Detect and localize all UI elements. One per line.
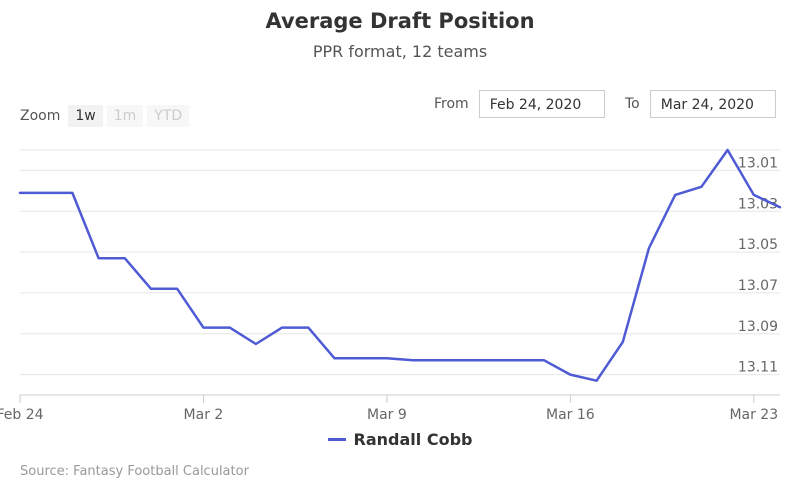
x-tick-label: Mar 16 bbox=[546, 407, 595, 423]
y-tick-label: 13.09 bbox=[738, 319, 778, 335]
date-range-to: To Mar 24, 2020 bbox=[625, 90, 776, 118]
to-label: To bbox=[625, 96, 640, 112]
from-date-input[interactable]: Feb 24, 2020 bbox=[478, 90, 605, 118]
zoom-1m-button[interactable]: 1m bbox=[106, 105, 144, 127]
chart-title: Average Draft Position bbox=[265, 9, 535, 33]
y-tick-label: 13.05 bbox=[738, 237, 778, 253]
chart-subtitle: PPR format, 12 teams bbox=[312, 42, 488, 61]
x-tick-label: Feb 24 bbox=[0, 407, 44, 423]
y-tick-label: 13.03 bbox=[738, 196, 778, 212]
from-label: From bbox=[434, 96, 469, 112]
y-tick-label: 13.11 bbox=[738, 360, 778, 376]
zoom-label: Zoom bbox=[20, 108, 61, 124]
date-range-from: From Feb 24, 2020 bbox=[434, 90, 605, 118]
y-tick-label: 13.07 bbox=[738, 278, 778, 294]
y-tick-label: 13.01 bbox=[738, 155, 778, 171]
to-date-input[interactable]: Mar 24, 2020 bbox=[649, 90, 776, 118]
x-tick-label: Mar 23 bbox=[729, 407, 778, 423]
x-tick-label: Mar 9 bbox=[367, 407, 407, 423]
series-line-randall-cobb bbox=[18, 148, 782, 382]
zoom-controls: Zoom 1w 1m YTD bbox=[20, 105, 193, 127]
x-axis: Feb 24 Mar 2 Mar 9 Mar 16 Mar 23 bbox=[0, 394, 780, 423]
y-axis: 13.01 13.03 13.05 13.07 13.09 13.11 bbox=[738, 155, 778, 375]
legend-label-randall-cobb[interactable]: Randall Cobb bbox=[353, 430, 473, 449]
grid-lines bbox=[20, 149, 780, 376]
zoom-ytd-button[interactable]: YTD bbox=[147, 105, 190, 127]
legend[interactable]: Randall Cobb bbox=[0, 430, 800, 449]
series-layer bbox=[18, 148, 782, 382]
source-credit: Source: Fantasy Football Calculator bbox=[20, 464, 249, 479]
x-tick-label: Mar 2 bbox=[184, 407, 224, 423]
legend-swatch bbox=[327, 438, 346, 441]
zoom-1w-button[interactable]: 1w bbox=[68, 105, 103, 127]
